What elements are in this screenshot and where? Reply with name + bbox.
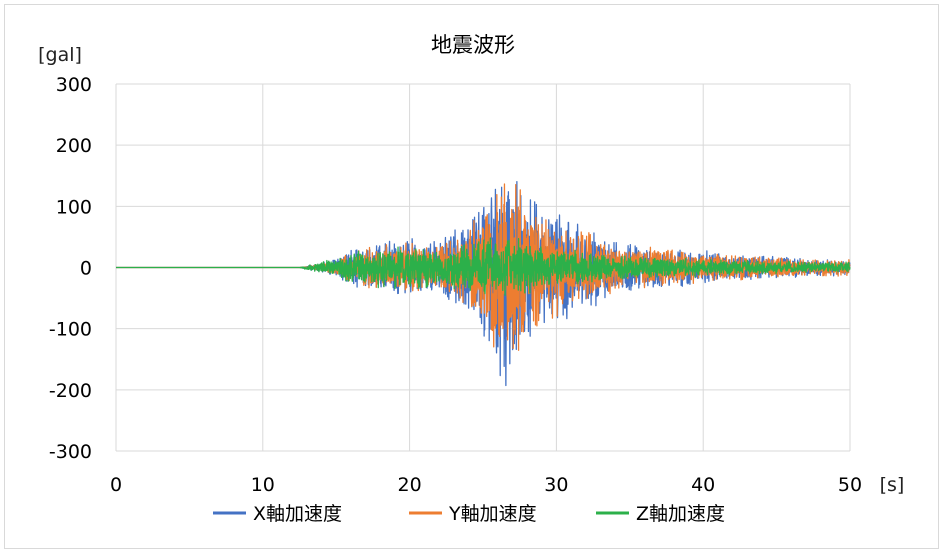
y-tick-label: 300 [56,74,92,96]
series-line-3 [115,237,851,296]
y-tick-label: -300 [49,441,92,463]
x-tick-label: 50 [838,474,862,496]
y-tick-label: -100 [49,319,92,341]
legend: X軸加速度 Y軸加速度 Z軸加速度 [213,503,725,525]
y-tick-label: 200 [56,135,92,157]
legend-label: X軸加速度 [253,503,342,525]
x-tick-label: 10 [251,474,275,496]
x-tick-label: 0 [110,474,122,496]
y-tick-label: 0 [80,258,92,280]
y-axis-unit-label: [gal] [38,44,82,66]
x-tick-label: 40 [691,474,715,496]
legend-label: Z軸加速度 [636,503,725,525]
chart-title: 地震波形 [431,33,515,57]
y-tick-label: 100 [56,196,92,218]
plot-area [115,181,851,387]
y-tick-label: -200 [49,380,92,402]
x-axis-ticks: 0 10 20 30 40 50 [110,474,862,496]
chart-frame [4,4,939,549]
x-tick-label: 30 [544,474,568,496]
x-axis-unit-label: [s] [880,474,905,496]
x-tick-label: 20 [398,474,422,496]
legend-label: Y軸加速度 [448,503,537,525]
y-axis-ticks: 300 200 100 0 -100 -200 -300 [49,74,92,463]
